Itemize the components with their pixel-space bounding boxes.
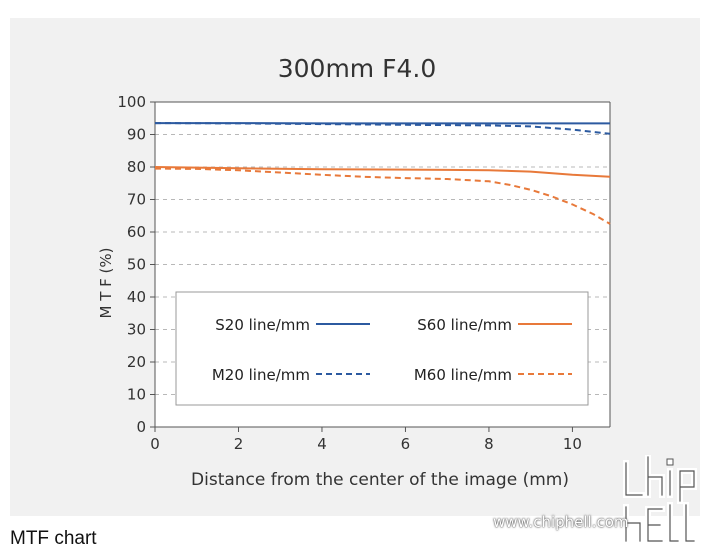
x-tick-label: 4 [317, 435, 327, 453]
legend-label: M20 line/mm [212, 366, 310, 384]
y-tick-label: 90 [127, 126, 146, 144]
x-tick-label: 0 [150, 435, 160, 453]
y-axis-label: M T F (%) [97, 248, 115, 319]
y-tick-label: 50 [127, 256, 146, 274]
y-tick-label: 20 [127, 353, 146, 371]
y-tick-label: 100 [117, 93, 146, 111]
chart-title: 300mm F4.0 [278, 54, 437, 83]
series-line-s60-line-mm [154, 166, 611, 178]
figure-caption: MTF chart [10, 528, 97, 549]
x-axis-label: Distance from the center of the image (m… [191, 470, 569, 490]
series-line-m20-line-mm [154, 122, 611, 135]
series-line-m60-line-mm [154, 167, 611, 225]
y-tick-label: 10 [127, 386, 146, 404]
y-tick-label: 40 [127, 288, 146, 306]
legend-box [175, 291, 589, 406]
x-tick-label: 10 [563, 435, 582, 453]
watermark-url: www.chiphell.com [493, 513, 629, 531]
chiphell-logo [623, 455, 697, 544]
x-tick-label: 8 [484, 435, 494, 453]
y-tick-label: 80 [127, 158, 146, 176]
legend: S20 line/mm S60 line/mm M20 line/mm M60 lin… [175, 291, 589, 406]
y-tick-label: 0 [136, 418, 146, 436]
mtf-chart: 300mm F4.0 0 10 20 30 40 50 60 70 80 90 100 0 2 4 6 8 10… [97, 54, 611, 490]
legend-label: S60 line/mm [417, 316, 512, 334]
legend-label: M60 line/mm [414, 366, 512, 384]
y-tick-label: 70 [127, 191, 146, 209]
y-tick-label: 60 [127, 223, 146, 241]
y-tick-label: 30 [127, 321, 146, 339]
x-tick-label: 2 [234, 435, 244, 453]
mtf-chart-figure: 300mm F4.0 0 10 20 30 40 50 60 70 80 90 100 0 2 4 6 8 10… [10, 18, 700, 516]
x-tick-label: 6 [401, 435, 411, 453]
legend-label: S20 line/mm [215, 316, 310, 334]
